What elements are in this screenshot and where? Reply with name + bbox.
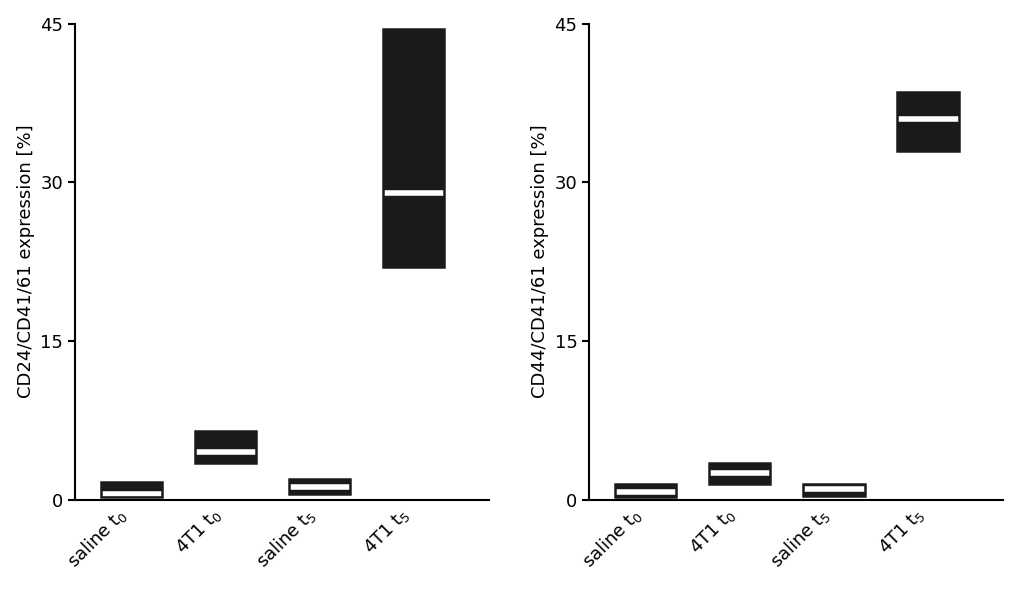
Bar (708, 462, 769, 484)
Bar (708, 462, 769, 484)
Bar (614, 484, 676, 498)
Bar (288, 479, 350, 494)
Bar (383, 29, 444, 267)
Bar (195, 431, 256, 462)
Bar (195, 431, 256, 462)
Bar (803, 484, 864, 497)
Bar (614, 484, 676, 498)
Bar (383, 29, 444, 267)
Bar (897, 92, 958, 151)
Bar (803, 484, 864, 497)
Y-axis label: CD44/CD41/61 expression [%]: CD44/CD41/61 expression [%] (530, 125, 548, 398)
Bar (288, 479, 350, 494)
Bar (101, 482, 162, 498)
Bar (897, 92, 958, 151)
Bar (101, 482, 162, 498)
Y-axis label: CD24/CD41/61 expression [%]: CD24/CD41/61 expression [%] (16, 125, 35, 398)
